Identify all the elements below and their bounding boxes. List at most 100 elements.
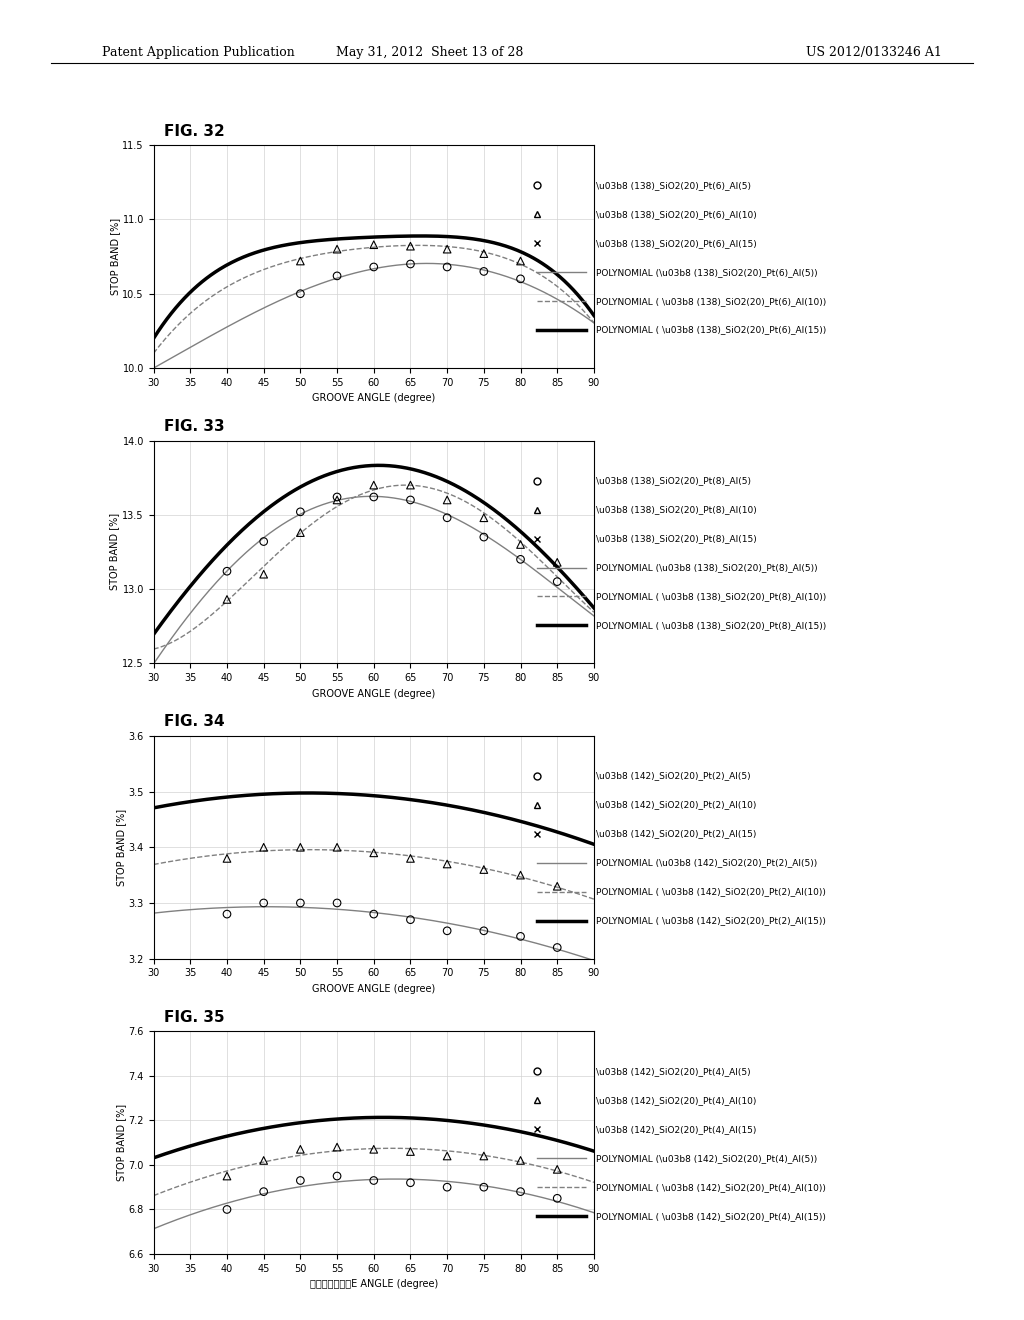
Point [439, 920, 456, 941]
Point [549, 1127, 565, 1148]
Text: POLYNOMIAL ( \u03b8 (138)_SiO2(20)_Pt(6)_Al(10)): POLYNOMIAL ( \u03b8 (138)_SiO2(20)_Pt(6)… [596, 297, 825, 306]
Point [512, 865, 528, 886]
Point [402, 847, 419, 869]
X-axis label: 溝の角度（度）E ANGLE (degree): 溝の角度（度）E ANGLE (degree) [309, 1279, 438, 1290]
Point [476, 527, 493, 548]
Point [439, 471, 456, 492]
Point [256, 502, 272, 523]
Point [549, 820, 565, 841]
Text: POLYNOMIAL ( \u03b8 (142)_SiO2(20)_Pt(2)_Al(10)): POLYNOMIAL ( \u03b8 (142)_SiO2(20)_Pt(2)… [596, 887, 825, 896]
Point [256, 531, 272, 552]
Text: POLYNOMIAL ( \u03b8 (142)_SiO2(20)_Pt(4)_Al(15)): POLYNOMIAL ( \u03b8 (142)_SiO2(20)_Pt(4)… [596, 1212, 825, 1221]
Text: \u03b8 (142)_SiO2(20)_Pt(4)_Al(10): \u03b8 (142)_SiO2(20)_Pt(4)_Al(10) [596, 1096, 756, 1105]
Point [292, 837, 308, 858]
Text: POLYNOMIAL (\u03b8 (138)_SiO2(20)_Pt(6)_Al(5)): POLYNOMIAL (\u03b8 (138)_SiO2(20)_Pt(6)_… [596, 268, 817, 277]
Point [329, 1105, 345, 1126]
Point [329, 781, 345, 803]
Text: FIG. 34: FIG. 34 [164, 714, 224, 729]
Point [329, 837, 345, 858]
Text: POLYNOMIAL ( \u03b8 (142)_SiO2(20)_Pt(2)_Al(15)): POLYNOMIAL ( \u03b8 (142)_SiO2(20)_Pt(2)… [596, 916, 825, 925]
Point [219, 903, 236, 924]
Point [476, 920, 493, 941]
Point [512, 809, 528, 830]
Text: FIG. 32: FIG. 32 [164, 124, 224, 139]
Text: \u03b8 (142)_SiO2(20)_Pt(4)_Al(15): \u03b8 (142)_SiO2(20)_Pt(4)_Al(15) [596, 1125, 756, 1134]
Point [256, 781, 272, 803]
Point [402, 253, 419, 275]
Point [439, 239, 456, 260]
Point [402, 474, 419, 495]
Point [292, 234, 308, 255]
Point [366, 256, 382, 277]
Point [512, 239, 528, 260]
Point [292, 775, 308, 796]
Point [219, 792, 236, 813]
Point [366, 1110, 382, 1131]
Point [329, 490, 345, 511]
Point [476, 1114, 493, 1135]
Point [402, 235, 419, 256]
Point [219, 1166, 236, 1187]
Point [329, 265, 345, 286]
Point [256, 837, 272, 858]
Point [329, 239, 345, 260]
Point [329, 1137, 345, 1158]
Text: \u03b8 (138)_SiO2(20)_Pt(6)_Al(10): \u03b8 (138)_SiO2(20)_Pt(6)_Al(10) [596, 210, 757, 219]
Text: \u03b8 (138)_SiO2(20)_Pt(8)_Al(5): \u03b8 (138)_SiO2(20)_Pt(8)_Al(5) [596, 477, 751, 486]
Point [512, 268, 528, 289]
Point [219, 1199, 236, 1220]
Point [256, 892, 272, 913]
X-axis label: GROOVE ANGLE (degree): GROOVE ANGLE (degree) [312, 689, 435, 698]
Point [366, 486, 382, 507]
Point [439, 797, 456, 818]
Point [476, 1146, 493, 1167]
Point [329, 1166, 345, 1187]
Point [402, 1172, 419, 1193]
Point [402, 457, 419, 478]
Point [439, 1176, 456, 1197]
Point [512, 925, 528, 946]
Point [219, 1133, 236, 1154]
Point [549, 572, 565, 593]
Text: POLYNOMIAL (\u03b8 (142)_SiO2(20)_Pt(4)_Al(5)): POLYNOMIAL (\u03b8 (142)_SiO2(20)_Pt(4)_… [596, 1154, 817, 1163]
Text: \u03b8 (142)_SiO2(20)_Pt(2)_Al(10): \u03b8 (142)_SiO2(20)_Pt(2)_Al(10) [596, 800, 756, 809]
Point [439, 1114, 456, 1135]
Point [292, 892, 308, 913]
Point [256, 564, 272, 585]
Point [402, 490, 419, 511]
Point [329, 892, 345, 913]
Point [292, 521, 308, 543]
Text: \u03b8 (142)_SiO2(20)_Pt(2)_Al(5): \u03b8 (142)_SiO2(20)_Pt(2)_Al(5) [596, 771, 751, 780]
Point [476, 261, 493, 282]
Text: US 2012/0133246 A1: US 2012/0133246 A1 [806, 46, 942, 59]
Point [476, 859, 493, 880]
Point [366, 903, 382, 924]
Point [402, 909, 419, 931]
Point [476, 1176, 493, 1197]
Point [366, 1139, 382, 1160]
Text: \u03b8 (138)_SiO2(20)_Pt(6)_Al(5): \u03b8 (138)_SiO2(20)_Pt(6)_Al(5) [596, 181, 751, 190]
Point [512, 251, 528, 272]
Point [439, 507, 456, 528]
Point [512, 533, 528, 554]
Point [256, 1181, 272, 1203]
Point [512, 521, 528, 543]
Point [402, 1110, 419, 1131]
Text: \u03b8 (142)_SiO2(20)_Pt(2)_Al(15): \u03b8 (142)_SiO2(20)_Pt(2)_Al(15) [596, 829, 756, 838]
Point [329, 459, 345, 480]
Text: May 31, 2012  Sheet 13 of 28: May 31, 2012 Sheet 13 of 28 [337, 46, 523, 59]
Point [366, 455, 382, 477]
Point [512, 1150, 528, 1171]
Point [512, 1181, 528, 1203]
Text: \u03b8 (142)_SiO2(20)_Pt(4)_Al(5): \u03b8 (142)_SiO2(20)_Pt(4)_Al(5) [596, 1067, 751, 1076]
Point [219, 537, 236, 558]
Point [512, 1121, 528, 1142]
Point [366, 1170, 382, 1191]
Y-axis label: STOP BAND [%]: STOP BAND [%] [110, 513, 120, 590]
Point [256, 1150, 272, 1171]
Y-axis label: STOP BAND [%]: STOP BAND [%] [116, 1104, 126, 1181]
Point [366, 474, 382, 495]
Point [329, 227, 345, 248]
Y-axis label: STOP BAND [%]: STOP BAND [%] [116, 809, 126, 886]
X-axis label: GROOVE ANGLE (degree): GROOVE ANGLE (degree) [312, 983, 435, 994]
